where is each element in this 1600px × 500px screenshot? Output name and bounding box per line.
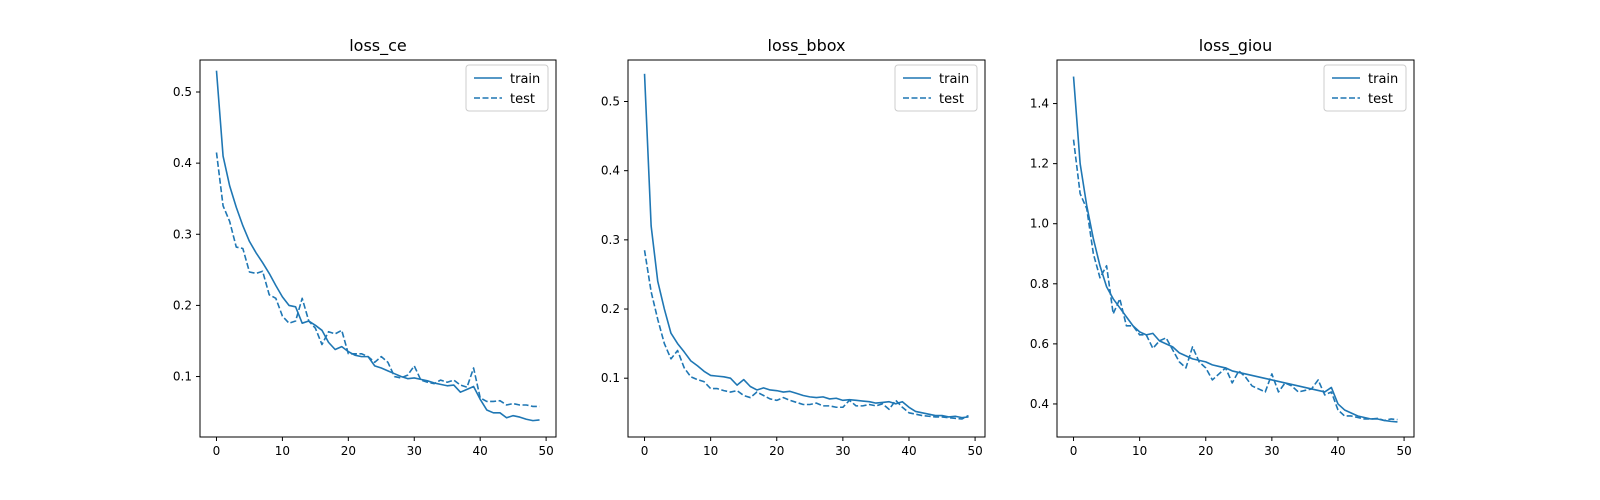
y-tick-label: 0.5 [173, 85, 192, 99]
x-tick-label: 20 [1198, 444, 1213, 458]
subplot-title: loss_ce [349, 36, 407, 56]
legend-label-train: train [510, 72, 540, 87]
x-tick-label: 0 [641, 444, 649, 458]
y-tick-label: 0.3 [601, 233, 620, 247]
legend: train test [465, 64, 549, 112]
subplot-loss-ce: loss_ce 0 10 20 30 40 50 0.1 0.2 0.3 0.4 0.5 train te… [173, 36, 557, 458]
y-tick-label: 0.2 [173, 298, 192, 312]
x-tick-label: 20 [769, 444, 784, 458]
axes-frame [199, 59, 557, 438]
legend: train test [894, 64, 978, 112]
series-line-train [1072, 76, 1398, 423]
x-tick-label: 0 [213, 444, 221, 458]
x-tick-label: 50 [967, 444, 982, 458]
series-line-test [1072, 139, 1398, 422]
x-tick-label: 10 [703, 444, 718, 458]
y-tick-label: 0.4 [173, 156, 192, 170]
x-tick-label: 10 [1132, 444, 1147, 458]
x-tick-label: 40 [473, 444, 488, 458]
x-tick-label: 30 [1264, 444, 1279, 458]
legend-box [465, 64, 549, 112]
y-tick-label: 0.1 [173, 370, 192, 384]
series-line-train [215, 70, 540, 422]
y-tick-label: 1.4 [1030, 97, 1049, 111]
y-tick-label: 0.5 [601, 95, 620, 109]
x-tick-label: 20 [341, 444, 356, 458]
y-tick-label: 0.1 [601, 371, 620, 385]
series-line-train [643, 73, 969, 419]
x-tick-label: 10 [275, 444, 290, 458]
x-tick-label: 40 [1330, 444, 1345, 458]
subplot-title: loss_bbox [768, 36, 846, 56]
x-tick-label: 30 [835, 444, 850, 458]
legend-label-train: train [1368, 72, 1398, 87]
y-tick-label: 0.2 [601, 302, 620, 316]
legend-label-test: test [1368, 92, 1393, 107]
series-line-test [643, 250, 969, 420]
legend-box [894, 64, 978, 112]
subplot-loss-giou: loss_giou 0 10 20 30 40 50 0.4 0.6 0.8 1.0 1.2 1.4 tr… [1030, 36, 1415, 458]
x-tick-label: 50 [1396, 444, 1411, 458]
axes-frame [1056, 59, 1415, 438]
y-tick-label: 1.0 [1030, 217, 1049, 231]
legend-box [1323, 64, 1407, 112]
x-tick-label: 0 [1070, 444, 1078, 458]
axes-frame [627, 59, 986, 438]
legend: train test [1323, 64, 1407, 112]
y-tick-label: 0.4 [601, 164, 620, 178]
x-tick-label: 40 [901, 444, 916, 458]
series-line-test [215, 152, 540, 408]
x-tick-label: 50 [538, 444, 553, 458]
y-tick-label: 0.6 [1030, 337, 1049, 351]
y-tick-label: 0.8 [1030, 277, 1049, 291]
legend-label-train: train [939, 72, 969, 87]
legend-label-test: test [510, 92, 535, 107]
x-tick-label: 30 [407, 444, 422, 458]
y-tick-label: 1.2 [1030, 157, 1049, 171]
y-tick-label: 0.3 [173, 227, 192, 241]
y-tick-label: 0.4 [1030, 397, 1049, 411]
subplot-title: loss_giou [1199, 36, 1272, 56]
subplot-loss-bbox: loss_bbox 0 10 20 30 40 50 0.1 0.2 0.3 0.4 0.5 train… [601, 36, 986, 458]
legend-label-test: test [939, 92, 964, 107]
